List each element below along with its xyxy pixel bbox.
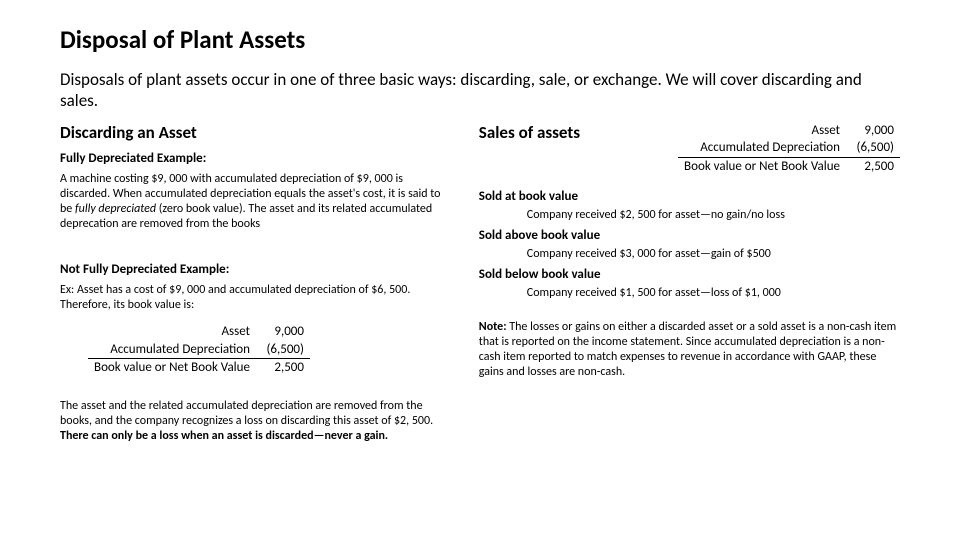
calc-label: Book value or Net Book Value xyxy=(88,359,256,377)
fully-text-italic: fully depreciated xyxy=(75,202,156,216)
calc-label: Accumulated Depreciation xyxy=(88,341,256,359)
calc-label: Asset xyxy=(678,122,846,140)
table-row: Book value or Net Book Value 2,500 xyxy=(678,157,900,175)
sold-above-line: Company received $3, 000 for asset—gain … xyxy=(527,247,900,261)
calc-value: 2,500 xyxy=(256,359,310,377)
calc-label: Book value or Net Book Value xyxy=(678,157,846,175)
page-title: Disposal of Plant Assets xyxy=(60,24,900,55)
left-column: Discarding an Asset Fully Depreciated Ex… xyxy=(60,122,449,455)
table-row: Asset 9,000 xyxy=(678,122,900,140)
book-value-table-right: Asset 9,000 Accumulated Depreciation (6,… xyxy=(678,122,900,176)
sold-below-heading: Sold below book value xyxy=(479,267,900,282)
note-label: Note: xyxy=(479,320,507,334)
table-row: Asset 9,000 xyxy=(88,323,310,341)
table-row: Book value or Net Book Value 2,500 xyxy=(88,359,310,377)
fully-depreciated-paragraph: A machine costing $9, 000 with accumulat… xyxy=(60,172,449,232)
note-paragraph: Note: The losses or gains on either a di… xyxy=(479,320,900,380)
note-body: The losses or gains on either a discarde… xyxy=(479,320,896,379)
not-fully-depreciated-paragraph: Ex: Asset has a cost of $9, 000 and accu… xyxy=(60,283,449,313)
sold-book-value-line: Company received $2, 500 for asset—no ga… xyxy=(527,208,900,222)
closing-text-bold: There can only be a loss when an asset i… xyxy=(60,429,388,443)
sold-below-line: Company received $1, 500 for asset—loss … xyxy=(527,286,900,300)
content-columns: Discarding an Asset Fully Depreciated Ex… xyxy=(60,122,900,455)
sales-heading: Sales of assets xyxy=(479,122,580,143)
calc-label: Asset xyxy=(88,323,256,341)
calc-label: Accumulated Depreciation xyxy=(678,139,846,157)
sold-book-value-heading: Sold at book value xyxy=(479,189,900,204)
table-row: Accumulated Depreciation (6,500) xyxy=(88,341,310,359)
right-column: Sales of assets Asset 9,000 Accumulated … xyxy=(479,122,900,455)
sold-above-heading: Sold above book value xyxy=(479,228,900,243)
book-value-table-left: Asset 9,000 Accumulated Depreciation (6,… xyxy=(88,323,310,377)
intro-paragraph: Disposals of plant assets occur in one o… xyxy=(60,69,900,112)
calc-value: (6,500) xyxy=(846,139,900,157)
calc-value: 9,000 xyxy=(256,323,310,341)
sales-header-row: Sales of assets Asset 9,000 Accumulated … xyxy=(479,122,900,184)
fully-depreciated-heading: Fully Depreciated Example: xyxy=(60,151,449,166)
calc-value: 9,000 xyxy=(846,122,900,140)
discarding-heading: Discarding an Asset xyxy=(60,122,449,143)
table-row: Accumulated Depreciation (6,500) xyxy=(678,139,900,157)
closing-text-pre: The asset and the related accumulated de… xyxy=(60,399,433,428)
calc-value: (6,500) xyxy=(256,341,310,359)
closing-paragraph: The asset and the related accumulated de… xyxy=(60,399,449,444)
not-fully-depreciated-heading: Not Fully Depreciated Example: xyxy=(60,262,449,277)
calc-value: 2,500 xyxy=(846,157,900,175)
